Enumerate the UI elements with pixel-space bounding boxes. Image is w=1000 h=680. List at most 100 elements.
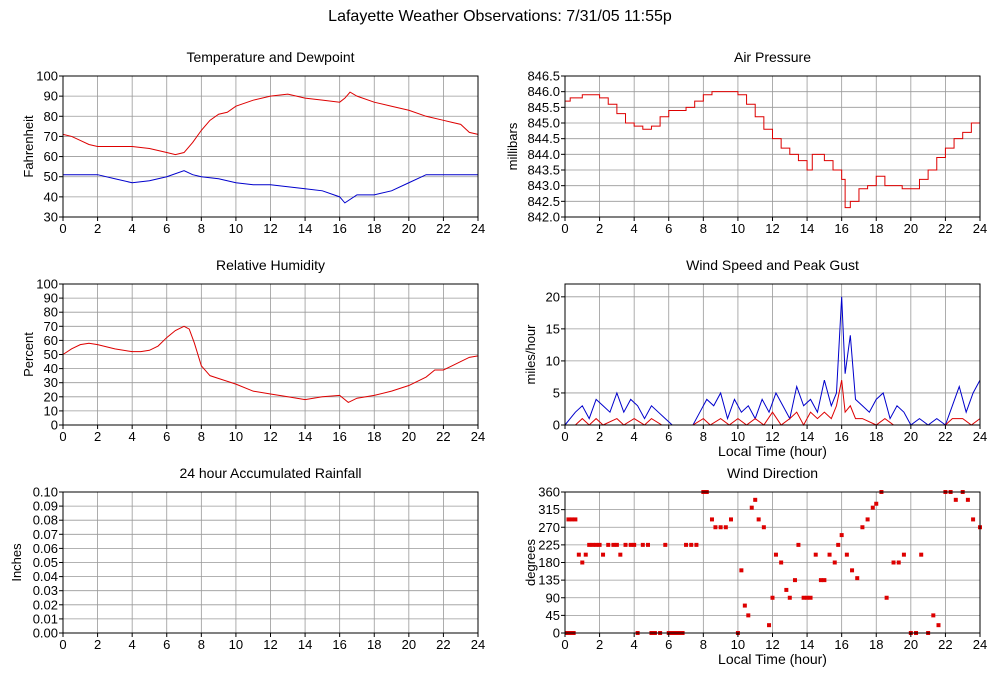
point-direction-89 [953, 497, 958, 502]
point-direction-27 [663, 542, 668, 547]
point-direction-12 [597, 542, 602, 547]
y-tick-label: 135 [538, 573, 560, 588]
x-tick-label: 20 [904, 637, 918, 652]
y-tick-label: 20 [546, 289, 560, 304]
y-tick-label: 844.5 [527, 131, 560, 146]
x-tick-label: 16 [834, 221, 848, 236]
y-tick-label: 270 [538, 520, 560, 535]
x-tick-label: 12 [765, 637, 779, 652]
x-tick-label: 22 [938, 637, 952, 652]
point-direction-5 [573, 517, 578, 522]
point-direction-70 [850, 568, 855, 573]
point-direction-59 [801, 595, 806, 600]
y-tick-label: 70 [44, 129, 58, 144]
x-tick-label: 4 [631, 429, 638, 444]
series-line-temp-1 [63, 170, 478, 204]
x-tick-label: 24 [973, 429, 987, 444]
series-line-temp-0 [62, 91, 479, 156]
y-tick-label: 846.5 [527, 69, 560, 84]
y-tick-label: 45 [546, 608, 560, 623]
x-tick-label: 8 [198, 429, 205, 444]
x-tick-label: 0 [561, 221, 568, 236]
point-direction-91 [965, 497, 970, 502]
point-direction-63 [818, 578, 823, 583]
x-tick-label: 10 [229, 221, 243, 236]
chart-title: Wind Direction [727, 465, 818, 481]
point-direction-46 [746, 613, 751, 618]
x-tick-label: 14 [298, 221, 312, 236]
point-direction-11 [594, 542, 599, 547]
x-tick-label: 16 [332, 637, 346, 652]
point-direction-68 [839, 533, 844, 538]
point-direction-77 [884, 595, 889, 600]
x-tick-label: 22 [436, 429, 450, 444]
x-tick-label: 10 [731, 637, 745, 652]
y-axis-label: millibars [505, 122, 520, 170]
y-tick-label: 70 [44, 319, 58, 334]
chart-title: Air Pressure [734, 49, 811, 65]
x-tick-label: 6 [163, 221, 170, 236]
x-tick-label: 4 [129, 221, 136, 236]
x-tick-label: 2 [596, 221, 603, 236]
y-tick-label: 842.5 [527, 194, 560, 209]
x-tick-label: 0 [59, 429, 66, 444]
point-direction-41 [723, 525, 728, 530]
chart-direction: 0 2 4 6 8 10 12 14 16 18 20 22 240459013518022527031… [523, 465, 987, 667]
point-direction-73 [865, 517, 870, 522]
y-tick-label: 844.0 [527, 147, 560, 162]
x-tick-label: 24 [471, 429, 485, 444]
point-direction-34 [689, 542, 694, 547]
chart-title: Relative Humidity [216, 257, 325, 273]
point-direction-52 [770, 595, 775, 600]
y-tick-label: 0.08 [33, 513, 58, 528]
y-tick-label: 180 [538, 555, 560, 570]
point-direction-54 [779, 560, 784, 565]
x-tick-label: 0 [59, 637, 66, 652]
point-direction-49 [756, 517, 761, 522]
x-tick-label: 14 [800, 221, 814, 236]
point-direction-18 [623, 542, 628, 547]
x-tick-label: 8 [700, 637, 707, 652]
y-tick-label: 50 [44, 169, 58, 184]
y-tick-label: 5 [553, 385, 560, 400]
x-axis-label: Local Time (hour) [718, 443, 827, 459]
y-tick-label: 50 [44, 347, 58, 362]
x-tick-label: 2 [596, 429, 603, 444]
y-tick-label: 90 [44, 89, 58, 104]
y-tick-label: 0.04 [33, 569, 58, 584]
point-direction-15 [611, 542, 616, 547]
y-tick-label: 100 [36, 69, 58, 84]
x-tick-label: 10 [229, 637, 243, 652]
x-tick-label: 4 [631, 221, 638, 236]
x-tick-label: 20 [904, 221, 918, 236]
point-direction-20 [632, 542, 637, 547]
point-direction-75 [874, 501, 879, 506]
x-tick-label: 4 [129, 429, 136, 444]
x-tick-label: 12 [263, 429, 277, 444]
point-direction-57 [792, 578, 797, 583]
x-tick-label: 0 [561, 429, 568, 444]
chart-pressure: 0 2 4 6 8 10 12 14 16 18 20 22 24842.0842.5843.0843.… [505, 49, 987, 236]
y-tick-label: 80 [44, 109, 58, 124]
x-tick-label: 16 [834, 429, 848, 444]
x-tick-label: 24 [471, 221, 485, 236]
point-direction-80 [901, 552, 906, 557]
x-tick-label: 8 [198, 221, 205, 236]
y-tick-label: 15 [546, 321, 560, 336]
point-direction-79 [896, 560, 901, 565]
x-tick-label: 20 [402, 221, 416, 236]
point-direction-13 [601, 552, 606, 557]
point-direction-58 [796, 542, 801, 547]
x-tick-label: 6 [163, 637, 170, 652]
page-title: Lafayette Weather Observations: 7/31/05 … [328, 8, 672, 25]
point-direction-74 [870, 505, 875, 510]
y-tick-label: 0.06 [33, 541, 58, 556]
y-tick-label: 842.0 [527, 210, 560, 225]
point-direction-66 [832, 560, 837, 565]
y-tick-label: 0.07 [33, 527, 58, 542]
point-direction-56 [787, 595, 792, 600]
y-tick-label: 315 [538, 502, 560, 517]
y-tick-label: 0.10 [33, 485, 58, 500]
y-axis-label: Percent [21, 332, 36, 377]
